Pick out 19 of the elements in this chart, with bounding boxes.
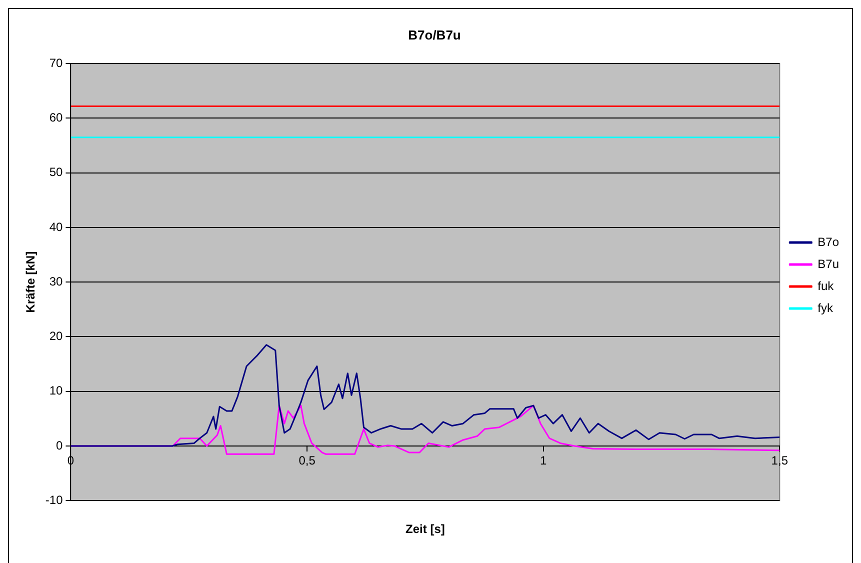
legend-label: fyk <box>818 300 834 315</box>
y-tick-label: 60 <box>49 110 64 125</box>
y-tick-label: 40 <box>49 220 64 234</box>
y-tick-label: 0 <box>56 438 64 452</box>
y-tick-label: -10 <box>45 492 64 507</box>
x-tick-label: 0,5 <box>298 453 316 468</box>
y-axis-title: Kräfte [kN] <box>24 251 38 313</box>
legend-label: fuk <box>818 278 835 293</box>
x-tick-label: 1,5 <box>771 453 788 468</box>
x-tick-label: 1 <box>540 453 548 468</box>
legend-label: B7o <box>818 234 840 249</box>
legend-label: B7u <box>818 256 840 271</box>
y-tick-label: 70 <box>49 56 64 70</box>
y-tick-label: 20 <box>49 329 64 344</box>
x-axis-title: Zeit [s] <box>406 522 445 536</box>
y-tick-label: 30 <box>49 274 64 288</box>
chart-title: B7o/B7u <box>408 27 461 42</box>
y-tick-label: 50 <box>49 165 64 180</box>
y-tick-label: 10 <box>49 384 64 398</box>
